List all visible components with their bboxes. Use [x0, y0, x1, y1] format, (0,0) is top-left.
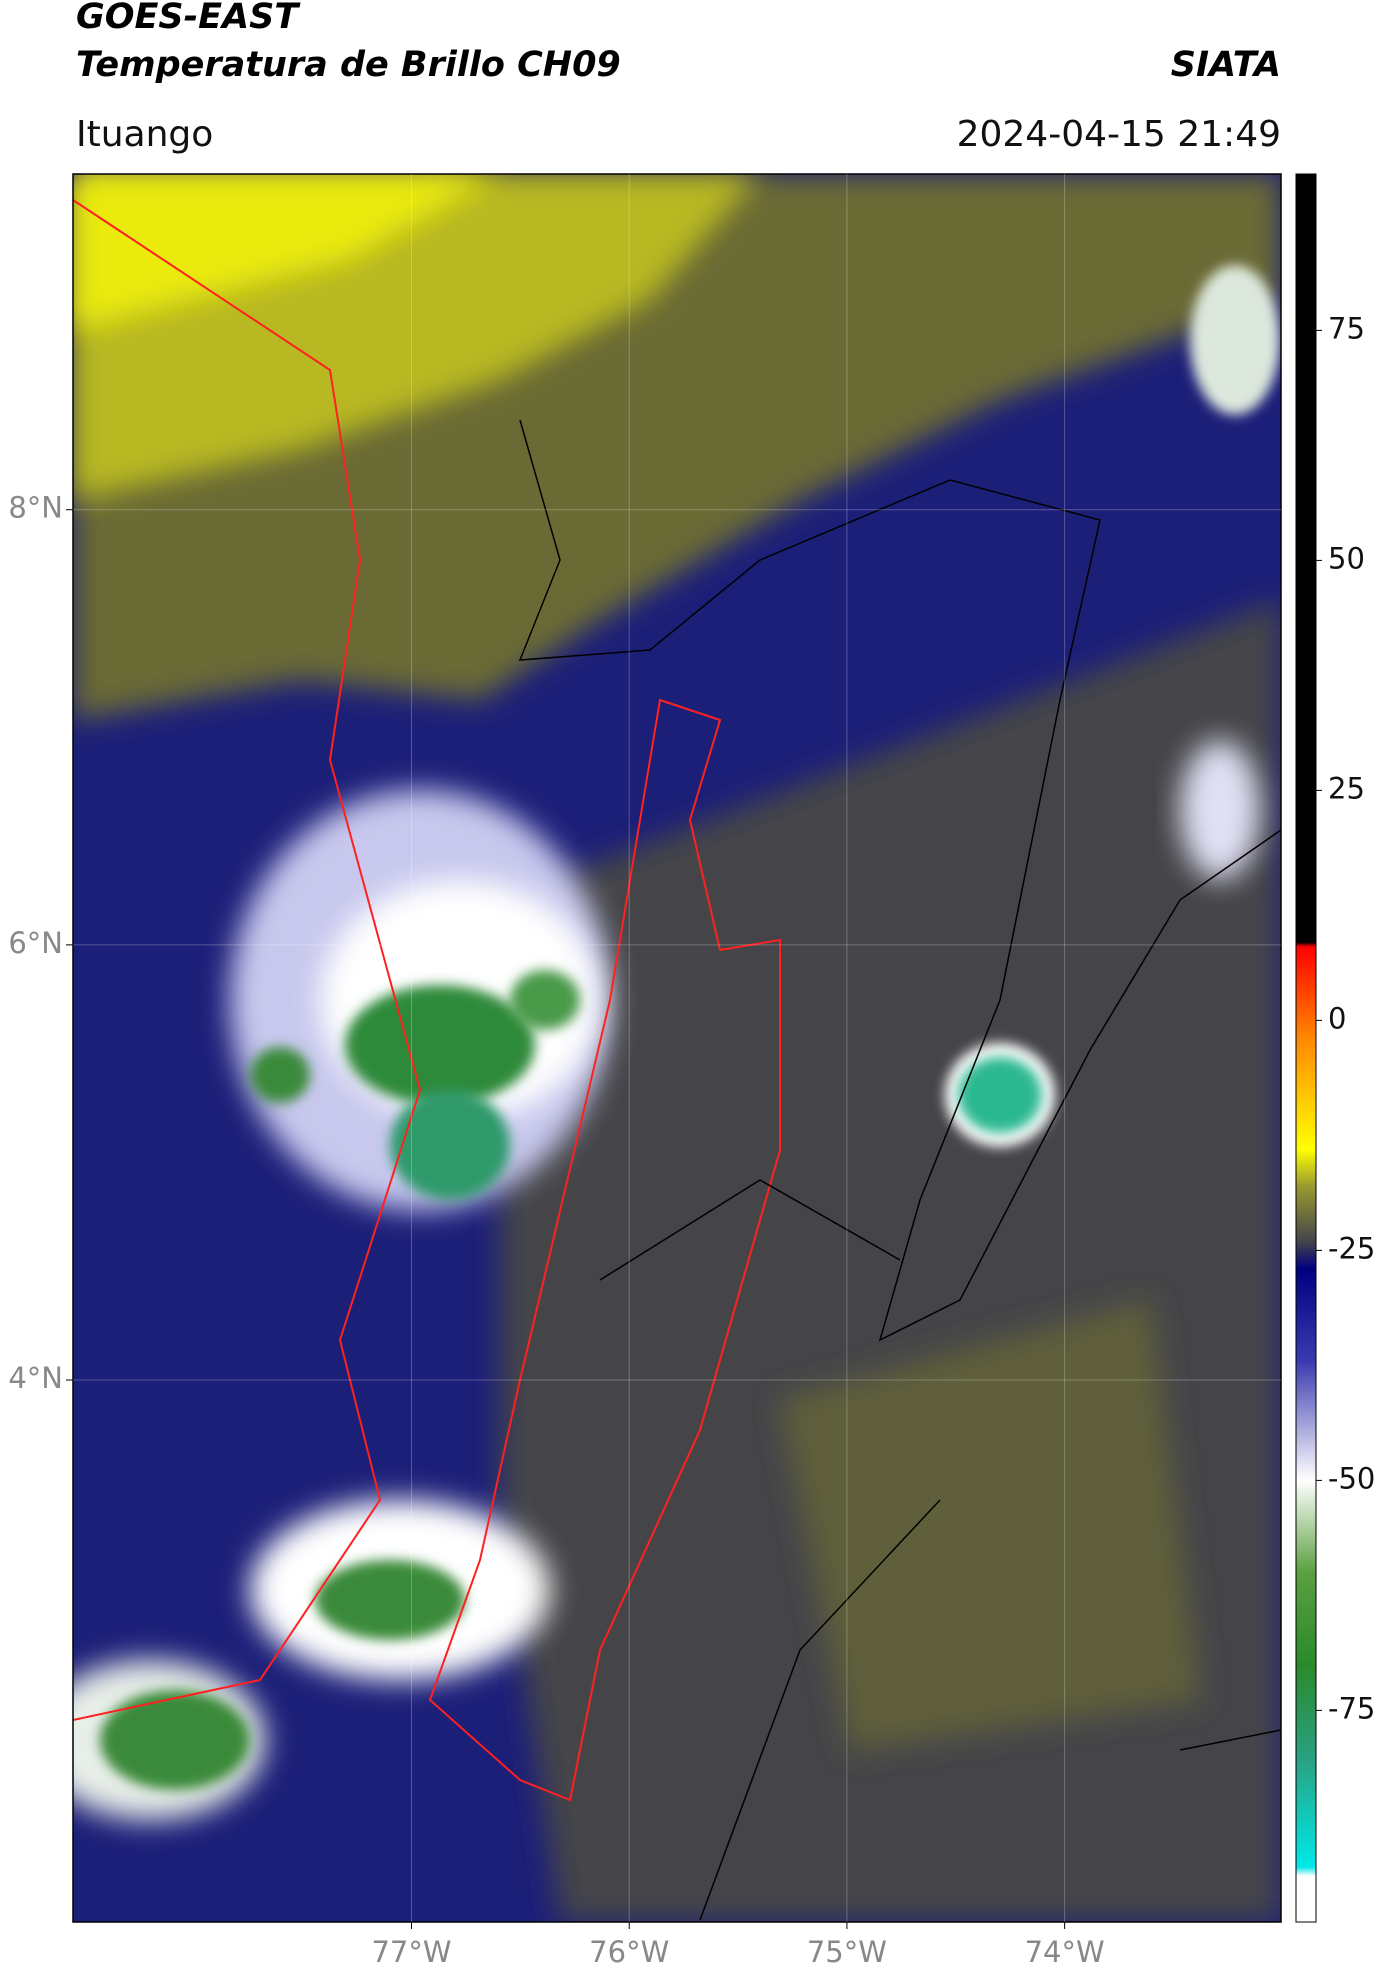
satellite-image — [73, 174, 1281, 1922]
y-tick-label: 8°N — [8, 491, 63, 525]
colorbar-tick-label: -50 — [1328, 1461, 1375, 1495]
colorbar — [1295, 173, 1317, 1923]
x-tick-label: 75°W — [807, 1935, 887, 1969]
title: GOES-EAST — [76, 0, 301, 37]
y-tick-label: 4°N — [8, 1361, 63, 1395]
y-tick-label: 6°N — [8, 926, 63, 960]
colorbar-tick-label: 25 — [1328, 771, 1365, 805]
datetime: 2024-04-15 21:49 — [957, 114, 1281, 155]
location: Ituango — [76, 114, 213, 155]
colorbar-tick-label: 0 — [1328, 1001, 1346, 1035]
colorbar-tick-label: 50 — [1328, 541, 1365, 575]
x-tick-label: 74°W — [1025, 1935, 1105, 1969]
x-tick-label: 76°W — [589, 1935, 669, 1969]
x-tick-label: 77°W — [371, 1935, 451, 1969]
colorbar-tick-label: -25 — [1328, 1231, 1375, 1265]
source: SIATA — [1171, 45, 1281, 85]
colorbar-tick-label: 75 — [1328, 311, 1365, 345]
map-frame — [72, 173, 1282, 1923]
colorbar-tick-label: -75 — [1328, 1691, 1375, 1725]
title: Temperatura de Brillo CH09 — [76, 45, 621, 85]
